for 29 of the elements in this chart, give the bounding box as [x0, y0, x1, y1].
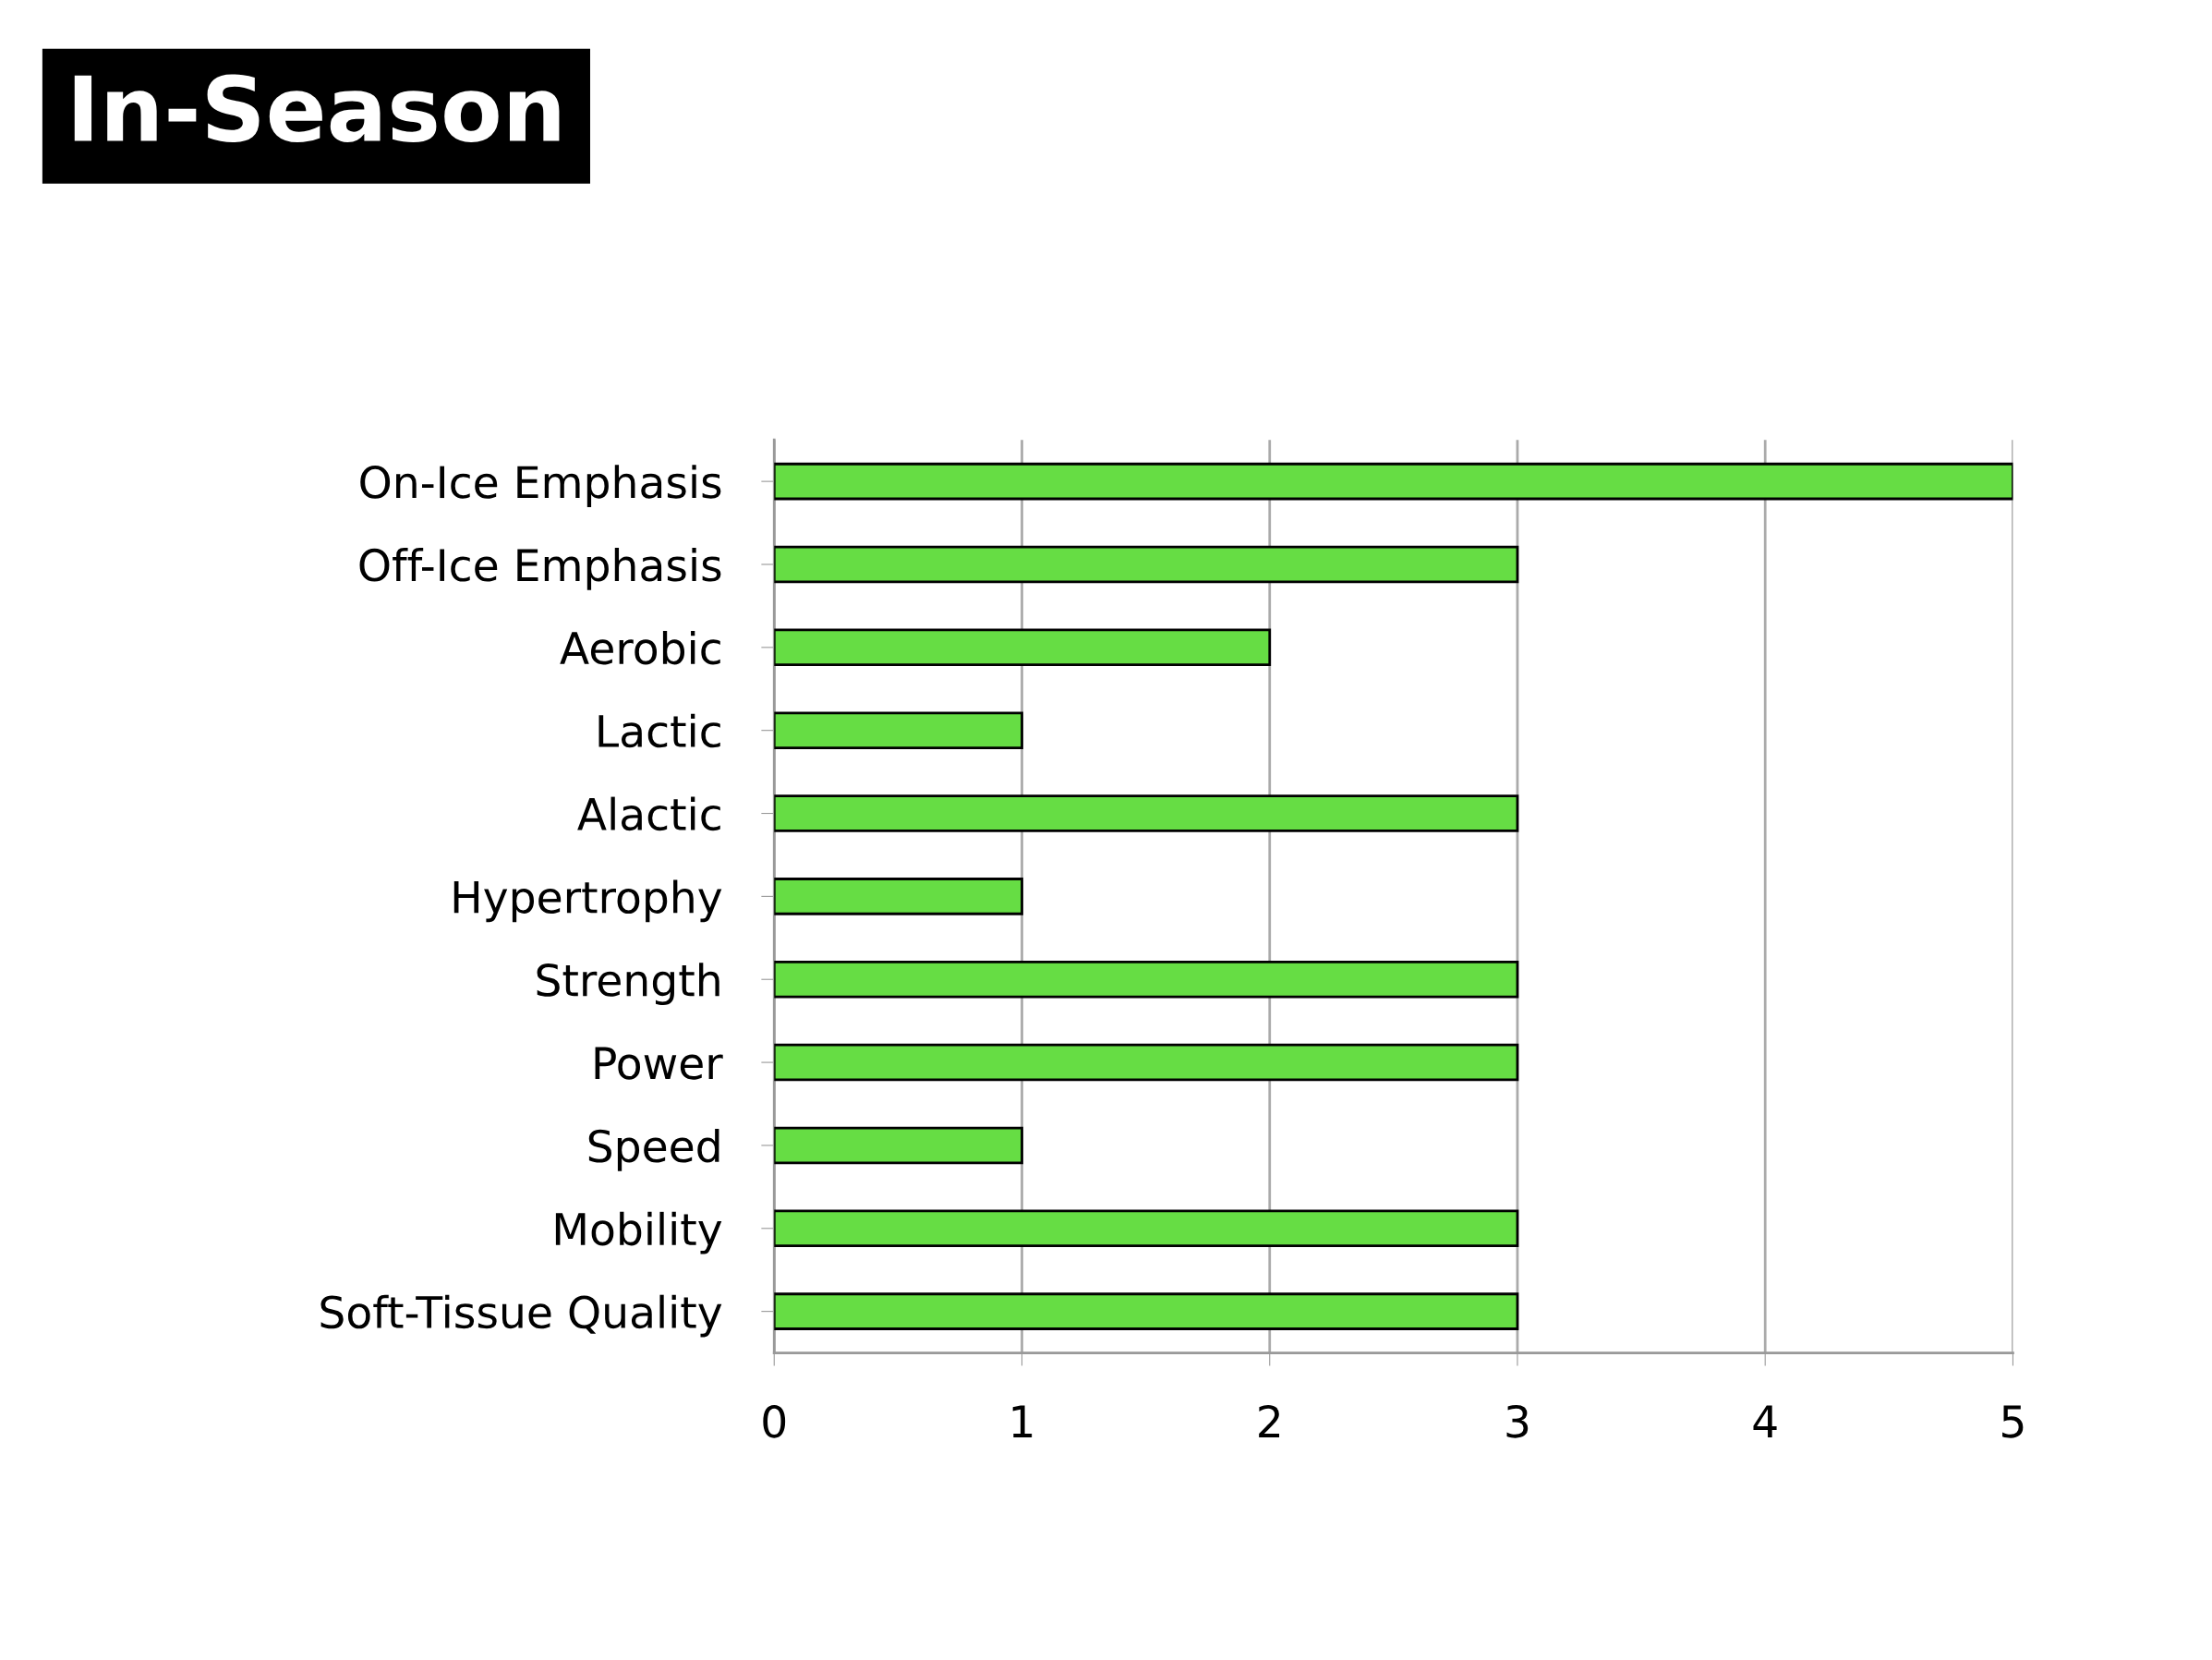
bar [774, 1209, 1519, 1248]
x-tick-label: 3 [1506, 1404, 1529, 1438]
bar [774, 628, 1272, 667]
y-tick-label: Power [595, 1047, 723, 1080]
y-tick-label: Speed [588, 1128, 719, 1171]
x-tick-label: 0 [763, 1404, 786, 1438]
y-tick-label: Lactic [598, 713, 720, 748]
y-tick-label: Strength [537, 963, 719, 1005]
bar [774, 545, 1519, 584]
y-tick-label: Hypertrophy [453, 879, 722, 923]
bar [774, 960, 1519, 999]
x-tick-label: 5 [2002, 1405, 2024, 1438]
bar [774, 794, 1519, 832]
chart-title: In-Season [74, 74, 560, 142]
x-tick-label: 2 [1259, 1404, 1280, 1437]
bar [774, 1292, 1519, 1330]
bar [774, 1043, 1519, 1082]
y-tick-label: Mobility [555, 1211, 722, 1254]
bar [774, 878, 1023, 915]
x-tick-label: 4 [1753, 1405, 1777, 1437]
y-tick-label: On-Ice Emphasis [360, 465, 721, 507]
y-tick-label: Soft-Tissue Quality [320, 1294, 722, 1338]
y-tick-label: Aerobic [560, 630, 720, 665]
bar [774, 462, 2013, 501]
bar [774, 1126, 1023, 1165]
y-tick-label: Alactic [577, 796, 720, 831]
bar [774, 711, 1023, 749]
x-tick-label: 1 [1012, 1405, 1033, 1437]
y-tick-label: Off-Ice Emphasis [359, 548, 721, 590]
